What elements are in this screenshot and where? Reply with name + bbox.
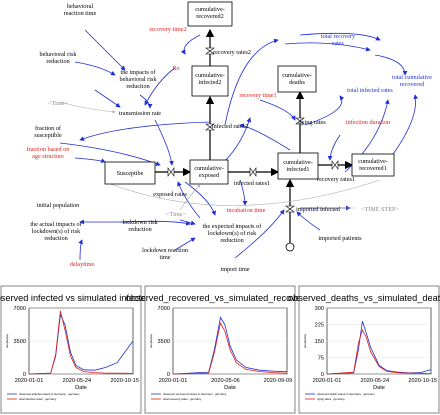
x-axis-label: Date: [373, 385, 385, 391]
legend-label: dying rates : germany: [317, 397, 345, 401]
var-behavioral-risk-reduction: behavioral risk reduction: [40, 51, 78, 65]
var-ro: Ro: [172, 65, 179, 72]
label-deaths: cumulative-deaths: [282, 72, 312, 86]
y-tick-label: 7000: [14, 306, 26, 312]
x-tick-label: 2020-09-09: [264, 378, 293, 384]
series-line: [28, 310, 134, 375]
var-fraction-susceptible: fraction of susceptible: [34, 125, 62, 139]
x-tick-label: 2020-10-15: [110, 378, 139, 384]
x-tick-label: 2020-05-06: [211, 378, 240, 384]
label-infected-rates2: infected rates2: [212, 123, 248, 130]
y-tick-label: 0: [321, 372, 324, 378]
y-tick-label: 0: [167, 372, 170, 378]
label-dying-rates: dying rates: [298, 119, 326, 126]
causal-links: [59, 29, 419, 261]
var-time-step: <TIME STEP>: [361, 206, 400, 213]
stock-recovered2: cumulative-recovered2: [187, 1, 233, 27]
chart-title: observed infected vs simulated infected: [0, 293, 151, 303]
legend-label: total recovery rates : germany: [163, 397, 202, 401]
x-tick-label: 2020-01-01: [313, 378, 342, 384]
legend-label: observed infected cases in Germany : ger…: [19, 392, 80, 396]
y-tick-label: 7000: [158, 306, 170, 312]
var-imported-patients: imported patients: [318, 235, 362, 242]
var-total-infected-rates: total infected rates: [347, 87, 393, 94]
var-fraction-age-structure: fraction based on age structure: [27, 146, 70, 160]
chart-title: observed_recovered_vs_simulated_recovere…: [126, 293, 314, 303]
var-total-cumulative-recovered: total cumulative recovered: [392, 74, 432, 88]
y-tick-label: 0: [23, 372, 26, 378]
var-expected-impacts-lockdown: the expected impacts of lockdown(s) of ri…: [203, 223, 263, 244]
label-susceptible: Susceptibe: [117, 170, 144, 177]
var-lockdown-risk-reduction: lockdown risk reduction: [122, 219, 158, 233]
y-axis-label: people/day: [149, 333, 153, 348]
chart-recovered: observed_recovered_vs_simulated_recovere…: [126, 285, 314, 414]
label-recovered1: cumulative-recovered1: [358, 158, 388, 172]
y-tick-label: 150: [315, 339, 324, 345]
y-tick-label: 225: [315, 323, 324, 329]
var-import-time: import time: [220, 266, 249, 273]
y-axis-label: people/day: [5, 333, 9, 348]
x-axis-label: Date: [75, 385, 87, 391]
var-initial-population: initial population: [37, 202, 79, 209]
var-time-2: <Time>: [166, 211, 186, 218]
var-impacts-behavioral: the impacts of behavioral risk reduction: [120, 69, 158, 90]
stock-recovered1: cumulative-recovered1: [351, 153, 395, 177]
label-exposed-rates: exposed rates: [153, 191, 187, 198]
chart-title: observed_deaths_vs_simulated_deaths: [288, 293, 440, 303]
legend-label: total infected rates : germany: [19, 397, 57, 401]
var-infection-duration: infection duration: [346, 119, 390, 126]
var-actual-impacts-lockdown: the actual impacts of lockdown(s) of risk…: [30, 221, 82, 242]
series-line: [172, 316, 288, 375]
y-tick-label: 3500: [158, 339, 170, 345]
stock-exposed: cumulative-exposed: [189, 159, 229, 185]
stock-susceptible: Susceptibe: [104, 161, 156, 185]
x-tick-label: 2020-01-01: [15, 378, 44, 384]
stock-infected1: cumulative-infected1: [277, 152, 319, 180]
label-infected-rates1: infected rates1: [234, 180, 270, 187]
x-tick-label: 2020-05-24: [63, 378, 92, 384]
y-tick-label: 75: [318, 356, 324, 362]
chart-deaths: observed_deaths_vs_simulated_deaths 300 2…: [288, 285, 440, 414]
stock-deaths: cumulative-deaths: [277, 65, 317, 93]
label-infected1: cumulative-infected1: [283, 159, 313, 173]
var-incubation-time: incubation time: [227, 207, 266, 214]
y-tick-label: 3500: [14, 339, 26, 345]
stock-infected2: cumulative-infected2: [191, 65, 229, 97]
var-total-recovery-rates: total recovery rates: [321, 33, 356, 47]
legend-label: observed death cases in Germany : german…: [317, 392, 375, 396]
grey-links: [59, 101, 381, 211]
label-recovered2: cumulative-recovered2: [195, 6, 225, 20]
var-recovery-time1: recovery time1: [239, 92, 276, 99]
var-delaytime: delaytime: [70, 261, 95, 268]
var-transmission-rate: transmission rate: [119, 110, 161, 117]
label-infected2: cumulative-infected2: [195, 72, 225, 86]
label-recovery-rates1: recovery rates1: [317, 176, 355, 183]
x-axis-label: Date: [224, 385, 236, 391]
label-exposed: cumulative-exposed: [194, 165, 224, 179]
x-tick-label: 2020-10-15: [408, 378, 437, 384]
legend-label: observed recovered cases in Germany : ge…: [163, 392, 227, 396]
var-time-1: <Time>: [48, 100, 68, 107]
series-line: [172, 321, 288, 375]
y-tick-label: 300: [315, 306, 324, 312]
chart-infected: observed infected vs simulated infected …: [0, 285, 151, 414]
x-tick-label: 2020-05-24: [361, 378, 390, 384]
x-tick-label: 2020-01-01: [159, 378, 188, 384]
label-recovery-rates2: recovery rates2: [213, 49, 251, 56]
series-line: [326, 328, 432, 375]
y-axis-label: people/day: [303, 333, 307, 348]
flow-valves: [167, 47, 339, 213]
var-recovery-time2: recovery time2: [149, 26, 186, 33]
var-lockdown-reaction-time: lockdown reaction time: [142, 247, 188, 261]
label-imported-infected: imported infected: [296, 206, 341, 213]
var-behavioral-reaction-time: behavioral reaction time: [64, 3, 97, 17]
